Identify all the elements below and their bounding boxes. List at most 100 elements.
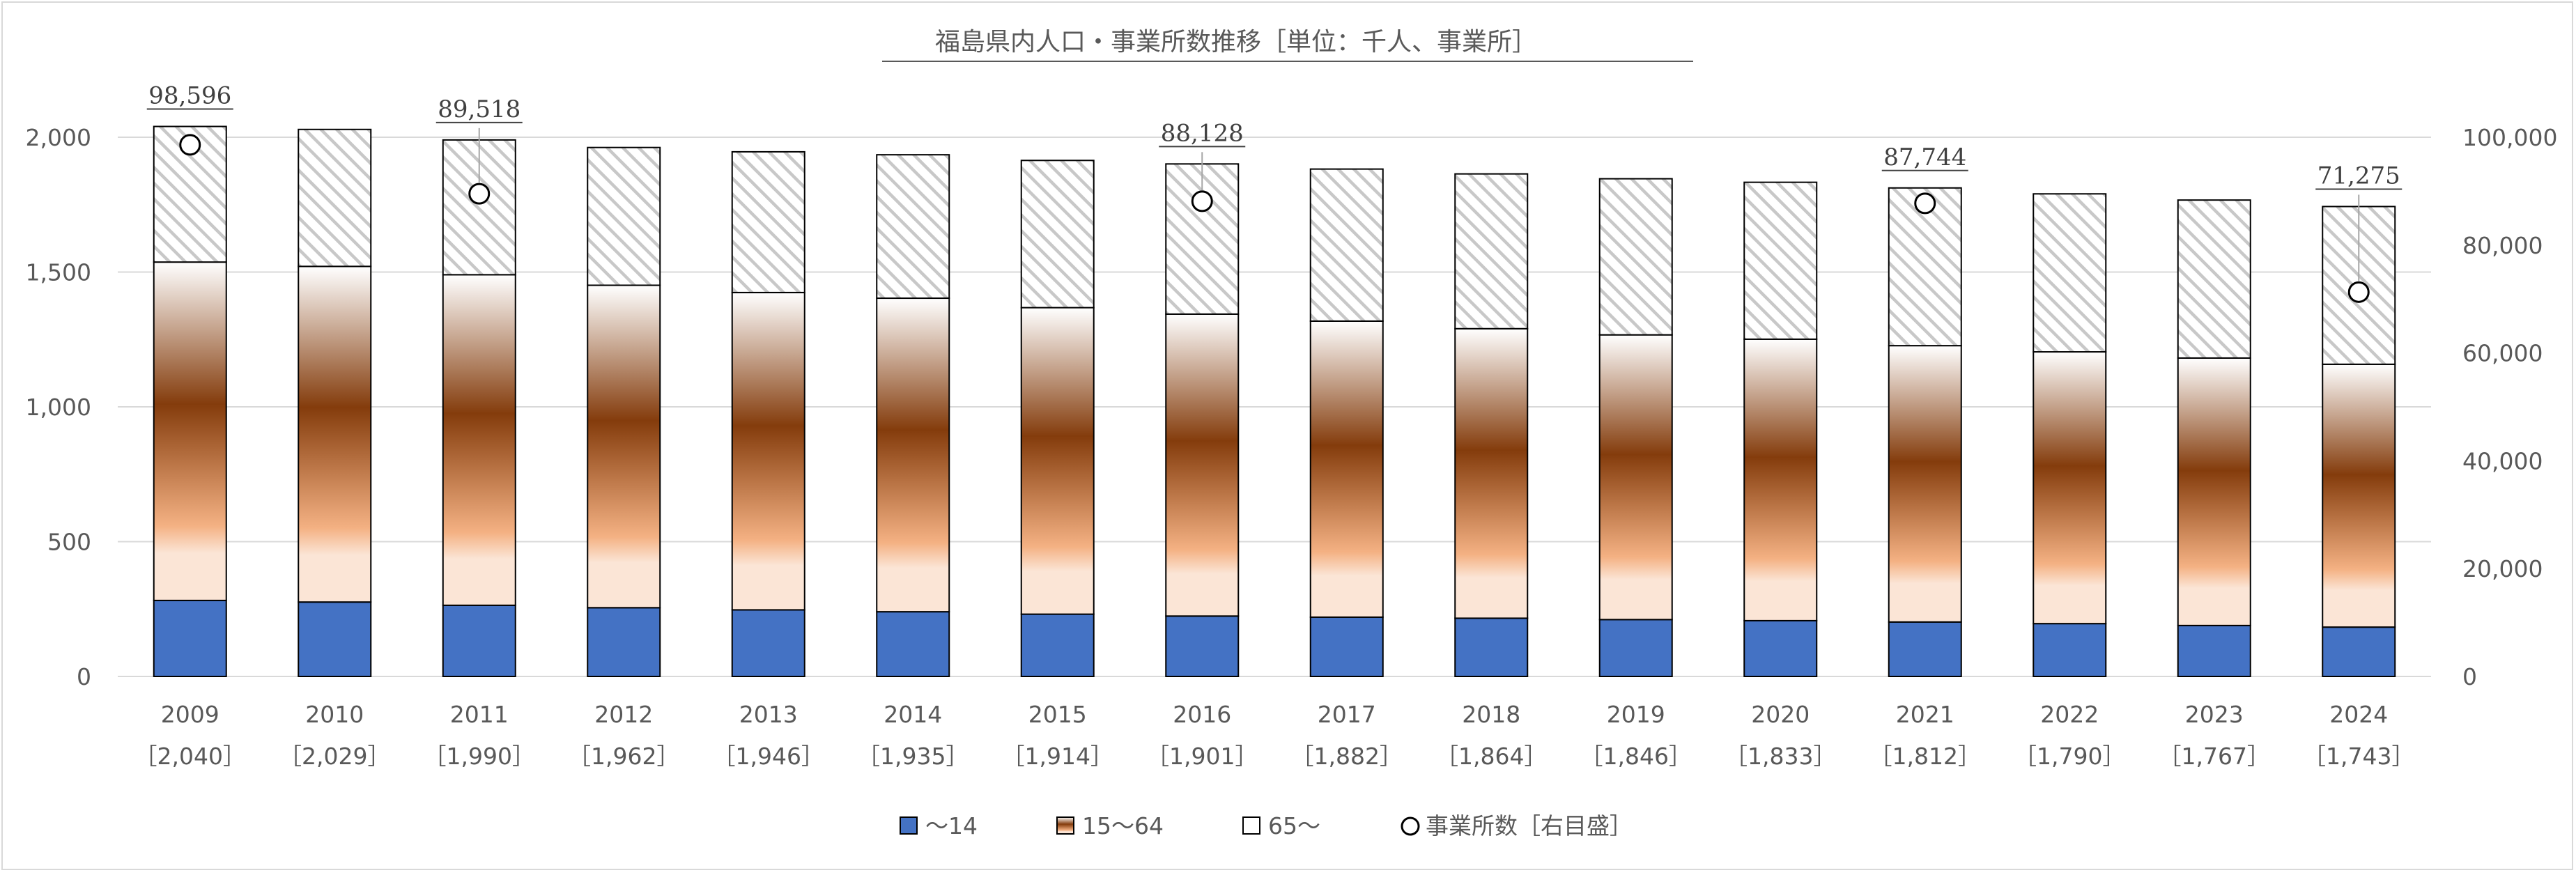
x-total-label: ［1,833］	[1725, 743, 1836, 770]
x-tick-label: 2015	[1028, 701, 1087, 728]
x-total-label: ［1,743］	[2303, 743, 2414, 770]
y2-tick-label: 0	[2462, 663, 2477, 690]
bar-segment-under14	[1020, 613, 1095, 678]
bar-segment-15to64	[1743, 338, 1818, 621]
data-point-marker	[468, 183, 491, 205]
x-tick-label: 2017	[1318, 701, 1376, 728]
y-tick-label: 1,500	[26, 259, 91, 286]
x-tick-label: 2019	[1607, 701, 1665, 728]
x-total-label: ［1,990］	[424, 743, 535, 770]
data-point-marker	[2347, 281, 2370, 303]
bar-segment-15to64	[2322, 363, 2396, 628]
x-tick-label: 2010	[305, 701, 364, 728]
bar-segment-15to64	[153, 261, 227, 601]
stacked-bars	[153, 125, 2396, 678]
x-tick-label: 2022	[2040, 701, 2099, 728]
bar-segment-65plus	[1598, 178, 1673, 336]
data-label: 89,518	[438, 95, 520, 123]
chart-svg: 福島県内人口・事業所数推移［単位：千人、事業所］ 0 500 1,000 1,500 2…	[26, 28, 2558, 839]
bar-segment-under14	[153, 599, 227, 678]
x-total-label: ［1,882］	[1291, 743, 1403, 770]
bar-segment-65plus	[2033, 193, 2107, 353]
x-total-label: ［1,864］	[1435, 743, 1547, 770]
x-total-label: ［2,040］	[134, 743, 246, 770]
bar-segment-15to64	[1165, 313, 1240, 617]
bar-segment-under14	[1743, 619, 1818, 677]
data-label: 88,128	[1161, 119, 1244, 147]
legend-label: 事業所数［右目盛］	[1426, 812, 1633, 839]
y2-tick-label: 100,000	[2462, 124, 2557, 151]
bar-segment-15to64	[2177, 357, 2251, 626]
bar-segment-15to64	[1454, 327, 1529, 619]
legend-label: 15～64	[1082, 812, 1164, 839]
bar-segment-65plus	[1020, 160, 1095, 309]
bar-segment-under14	[442, 604, 516, 677]
axis-ticks: 0 500 1,000 1,500 2,000 0 20,000 40,000 60,000 80…	[26, 124, 2558, 770]
bar-segment-under14	[731, 609, 805, 678]
x-tick-label: 2021	[1896, 701, 1954, 728]
bar-segment-15to64	[1309, 320, 1384, 618]
legend-swatch-15to64	[1056, 816, 1074, 835]
y-tick-label: 0	[77, 663, 91, 690]
bar-segment-under14	[587, 607, 661, 677]
data-label: 71,275	[2317, 162, 2400, 189]
x-total-label: ［1,846］	[1580, 743, 1692, 770]
x-total-label: ［1,914］	[1002, 743, 1113, 770]
bar-segment-65plus	[298, 128, 372, 268]
y2-tick-label: 20,000	[2462, 555, 2543, 582]
bar-segment-15to64	[587, 284, 661, 609]
data-label: 87,744	[1883, 144, 1966, 171]
x-tick-label: 2012	[594, 701, 653, 728]
bar-segment-15to64	[1020, 307, 1095, 615]
legend-label: 65～	[1268, 812, 1320, 839]
x-tick-label: 2020	[1751, 701, 1810, 728]
x-tick-label: 2024	[2329, 701, 2388, 728]
bar-segment-65plus	[587, 146, 661, 286]
x-total-label: ［1,946］	[713, 743, 824, 770]
bar-segment-under14	[2322, 626, 2396, 678]
bar-segment-15to64	[876, 297, 950, 613]
bar-segment-under14	[1454, 617, 1529, 678]
bar-segment-under14	[2177, 624, 2251, 677]
data-point-marker	[1191, 190, 1213, 212]
bar-segment-15to64	[731, 291, 805, 611]
bar-segment-65plus	[2177, 199, 2251, 359]
legend: ～14 15～64 65～ 事業所数［右目盛］	[900, 812, 1633, 839]
bar-segment-65plus	[731, 150, 805, 293]
y2-tick-label: 40,000	[2462, 447, 2543, 474]
bar-segment-65plus	[1888, 187, 1962, 347]
bar-segment-15to64	[442, 274, 516, 606]
x-total-label: ［1,767］	[2159, 743, 2270, 770]
y-tick-label: 500	[47, 529, 91, 556]
y-tick-label: 1,000	[26, 394, 91, 421]
x-total-label: ［1,790］	[2014, 743, 2125, 770]
x-total-label: ［2,029］	[279, 743, 390, 770]
bar-segment-65plus	[1454, 173, 1529, 330]
bar-segment-15to64	[1598, 334, 1673, 621]
x-tick-label: 2011	[450, 701, 509, 728]
x-tick-label: 2023	[2185, 701, 2244, 728]
bar-segment-under14	[876, 611, 950, 677]
data-point-marker	[1914, 192, 1936, 215]
x-tick-label: 2009	[161, 701, 219, 728]
y2-tick-label: 80,000	[2462, 232, 2543, 259]
data-point-marker	[179, 134, 201, 156]
bar-segment-under14	[1888, 621, 1962, 677]
y-tick-label: 2,000	[26, 124, 91, 151]
data-callouts: 98,596 89,518 88,128 87,744 71,275	[146, 82, 2403, 303]
bar-segment-15to64	[1888, 345, 1962, 623]
bar-segment-under14	[1309, 616, 1384, 677]
bar-segment-65plus	[1309, 168, 1384, 322]
bar-segment-under14	[2033, 623, 2107, 678]
x-tick-label: 2014	[884, 701, 942, 728]
x-tick-label: 2016	[1173, 701, 1231, 728]
y2-tick-label: 60,000	[2462, 340, 2543, 367]
bar-segment-under14	[1165, 615, 1240, 678]
x-total-label: ［1,935］	[857, 743, 969, 770]
bar-segment-15to64	[298, 265, 372, 603]
bar-segment-under14	[298, 601, 372, 677]
legend-swatch-under14	[900, 816, 918, 835]
data-label: 98,596	[148, 82, 231, 110]
x-total-label: ［1,812］	[1869, 743, 1981, 770]
